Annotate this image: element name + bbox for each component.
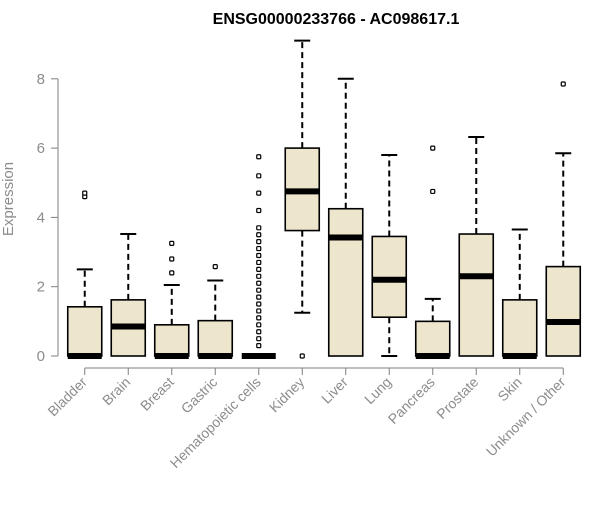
outlier-point <box>256 329 262 335</box>
outlier-point <box>256 259 262 266</box>
outlier-point <box>256 294 262 300</box>
outlier-point <box>256 280 262 286</box>
x-tick-label: Gastric <box>178 374 221 417</box>
box-bladder <box>66 190 103 359</box>
outlier-point <box>430 145 436 151</box>
box-brain <box>110 233 147 357</box>
outlier-point <box>256 336 262 342</box>
outlier-point <box>256 301 262 307</box>
box-lung <box>371 154 408 357</box>
outlier-point <box>299 353 305 359</box>
outlier-point <box>256 239 262 245</box>
outlier-point <box>560 81 566 87</box>
outlier-point <box>256 190 262 196</box>
y-axis-label: Expression <box>0 162 17 236</box>
outlier-point <box>169 270 175 276</box>
outlier-point <box>430 188 436 195</box>
box-kidney <box>284 39 321 359</box>
outlier-point <box>256 315 262 321</box>
box-iqr <box>458 233 495 357</box>
outlier-point <box>256 252 262 259</box>
box-iqr <box>501 299 538 357</box>
outlier-point <box>212 264 218 270</box>
box-unknown-other <box>545 81 582 357</box>
outlier-point <box>256 322 262 328</box>
x-tick-label: Breast <box>137 374 177 414</box>
outlier-point <box>82 190 88 196</box>
y-tick-label: 8 <box>37 71 45 88</box>
box-gastric <box>197 264 234 359</box>
outlier-point <box>256 308 262 314</box>
x-tick-label: Bladder <box>44 374 90 420</box>
box-skin <box>501 228 538 359</box>
outlier-point <box>256 207 262 214</box>
x-tick-label: Liver <box>318 374 351 407</box>
box-hematopoietic-cells <box>241 154 276 359</box>
outlier-point <box>256 266 262 272</box>
box-iqr <box>327 207 364 357</box>
x-tick-label: Prostate <box>433 374 481 422</box>
box-iqr <box>545 265 582 357</box>
y-tick-label: 4 <box>37 209 45 226</box>
chart-title: ENSG00000233766 - AC098617.1 <box>213 11 460 28</box>
outlier-point <box>256 245 262 252</box>
x-tick-label: Skin <box>494 374 525 405</box>
x-tick-label: Brain <box>99 374 133 408</box>
outlier-point <box>169 240 175 246</box>
box-breast <box>153 240 190 359</box>
x-tick-label: Lung <box>361 374 394 407</box>
x-tick-label: Kidney <box>266 374 308 416</box>
x-tick-label: Unknown / Other <box>483 374 569 460</box>
box-prostate <box>458 136 495 357</box>
box-iqr <box>197 319 234 357</box>
x-tick-label: Pancreas <box>385 374 438 427</box>
box-series <box>66 39 582 359</box>
box-pancreas <box>414 145 451 359</box>
outlier-point <box>256 343 262 349</box>
y-tick-label: 6 <box>37 140 45 157</box>
box-iqr <box>153 324 190 357</box>
outlier-point <box>256 154 262 160</box>
outlier-point <box>169 256 175 262</box>
outlier-point <box>256 225 262 231</box>
box-iqr <box>414 320 451 357</box>
y-tick-label: 0 <box>37 348 45 365</box>
outlier-point <box>256 273 262 279</box>
box-liver <box>327 77 364 357</box>
y-axis: 0 2 4 6 8 <box>37 71 59 365</box>
outlier-point <box>256 232 262 238</box>
y-tick-label: 2 <box>37 279 45 296</box>
outlier-point <box>256 287 262 293</box>
outlier-point <box>256 173 262 179</box>
box-iqr <box>66 305 103 357</box>
